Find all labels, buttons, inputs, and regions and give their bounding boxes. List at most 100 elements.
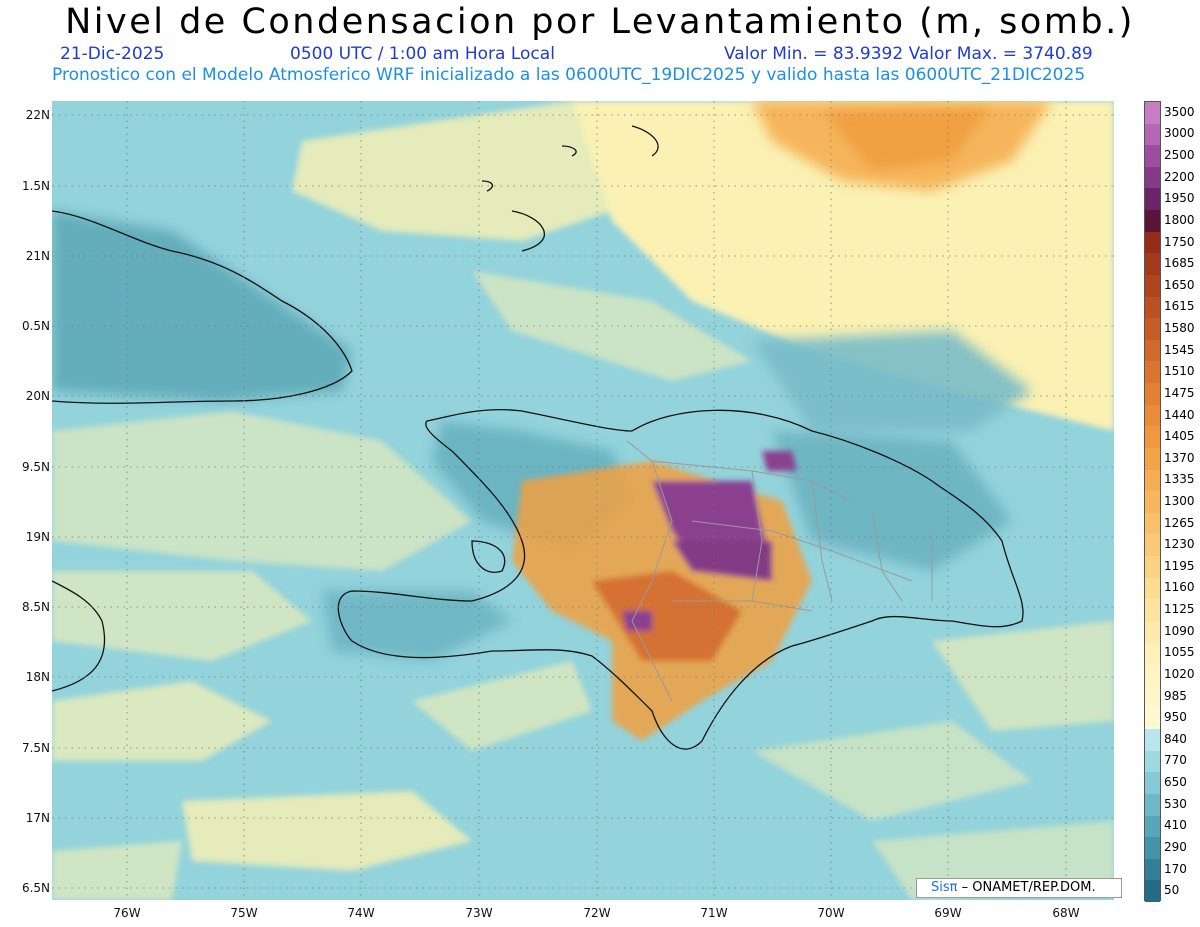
lcl-field-map: [52, 101, 1114, 900]
map-title: Nivel de Condensacion por Levantamiento …: [65, 2, 1135, 42]
lon-label: 73W: [465, 906, 493, 920]
lon-label: 68W: [1052, 906, 1080, 920]
colorbar-label: 1335: [1164, 472, 1195, 487]
lat-label: 6.5N: [21, 881, 50, 895]
province-boundaries: [626, 440, 933, 702]
time-label: 0500 UTC / 1:00 am Hora Local: [290, 44, 555, 64]
colorbar-label: 1195: [1164, 558, 1195, 573]
colorbar-label: 2200: [1164, 169, 1195, 184]
colorbar-segment: [1145, 685, 1160, 708]
colorbar-label: 3500: [1164, 104, 1195, 119]
colorbar-label: 1650: [1164, 277, 1195, 292]
colorbar-label: 410: [1164, 818, 1187, 833]
colorbar-segment: [1145, 123, 1160, 146]
colorbar-label: 1475: [1164, 385, 1195, 400]
colorbar-label: 1125: [1164, 602, 1195, 617]
date-label: 21-Dic-2025: [60, 44, 165, 64]
colorbar-segment: [1145, 166, 1160, 189]
orange-patch-northeast: [752, 101, 1052, 191]
colorbar-segment: [1145, 426, 1160, 449]
colorbar-label: 1405: [1164, 429, 1195, 444]
lat-label: 7.5N: [21, 741, 50, 755]
colorbar-segment: [1145, 556, 1160, 579]
colorbar-label: 530: [1164, 796, 1187, 811]
lat-label: 1.5N: [21, 179, 50, 193]
colorbar-label: 2500: [1164, 148, 1195, 163]
yellow-bands: [52, 101, 1114, 900]
colorbar-segment: [1145, 837, 1160, 860]
lat-label: 17N: [25, 811, 50, 825]
colorbar-segment: [1145, 274, 1160, 298]
orange-purple-interior: [512, 451, 812, 741]
colorbar-segment: [1145, 102, 1160, 125]
min-max-label: Valor Min. = 83.9392 Valor Max. = 3740.8…: [724, 44, 1093, 64]
lon-label: 71W: [700, 906, 728, 920]
lon-label: 74W: [347, 906, 375, 920]
colorbar-label: 1510: [1164, 364, 1195, 379]
colorbar: [1144, 101, 1161, 903]
lat-label: 0.5N: [21, 319, 50, 333]
colorbar-segment: [1145, 188, 1160, 211]
colorbar-segment: [1145, 447, 1160, 471]
colorbar-segment: [1145, 404, 1160, 427]
graticule: [52, 101, 1114, 900]
credit-box: Sisπ – ONAMET/REP.DOM.: [916, 878, 1122, 898]
colorbar-label: 1230: [1164, 537, 1195, 552]
colorbar-label: 985: [1164, 688, 1187, 703]
colorbar-segment: [1145, 793, 1160, 816]
colorbar-label: 1950: [1164, 191, 1195, 206]
lon-label: 76W: [113, 906, 141, 920]
colorbar-label: 1055: [1164, 645, 1195, 660]
colorbar-label: 1090: [1164, 623, 1195, 638]
colorbar-segment: [1145, 145, 1160, 168]
colorbar-label: 1160: [1164, 580, 1195, 595]
colorbar-label: 650: [1164, 775, 1187, 790]
colorbar-label: 770: [1164, 753, 1187, 768]
colorbar-segment: [1145, 512, 1160, 535]
colorbar-segment: [1145, 750, 1160, 773]
colorbar-segment: [1145, 880, 1160, 903]
colorbar-label: 1020: [1164, 666, 1195, 681]
colorbar-segment: [1145, 664, 1160, 687]
map-canvas[interactable]: [52, 101, 1114, 900]
lat-label: 8.5N: [21, 600, 50, 614]
lon-label: 69W: [934, 906, 962, 920]
lat-label: 22N: [25, 108, 50, 122]
colorbar-label: 170: [1164, 861, 1187, 876]
lat-label: 20N: [25, 389, 50, 403]
coastlines: [52, 125, 1024, 750]
lat-label: 18N: [25, 670, 50, 684]
colorbar-segment: [1145, 858, 1160, 881]
colorbar-segment: [1145, 210, 1160, 233]
colorbar-label: 950: [1164, 710, 1187, 725]
lat-label: 21N: [25, 249, 50, 263]
lat-label: 9.5N: [21, 460, 50, 474]
colorbar-segment: [1145, 469, 1160, 492]
colorbar-segment: [1145, 296, 1160, 319]
colorbar-label: 1580: [1164, 321, 1195, 336]
forecast-label: Pronostico con el Modelo Atmosferico WRF…: [52, 65, 1086, 85]
lat-label: 19N: [25, 530, 50, 544]
colorbar-segment: [1145, 231, 1160, 254]
colorbar-segment: [1145, 815, 1160, 838]
colorbar-segment: [1145, 339, 1160, 362]
colorbar-label: 1615: [1164, 299, 1195, 314]
colorbar-segment: [1145, 534, 1160, 557]
colorbar-segment: [1145, 707, 1160, 730]
colorbar-label: 1800: [1164, 212, 1195, 227]
colorbar-segment: [1145, 361, 1160, 384]
colorbar-label: 1750: [1164, 234, 1195, 249]
colorbar-segment: [1145, 642, 1160, 665]
colorbar-segment: [1145, 599, 1160, 622]
colorbar-label: 1440: [1164, 407, 1195, 422]
lon-label: 72W: [583, 906, 611, 920]
colorbar-label: 1300: [1164, 494, 1195, 508]
colorbar-segment: [1145, 577, 1160, 600]
colorbar-segment: [1145, 253, 1160, 276]
lon-label: 70W: [817, 906, 845, 920]
lon-label: 75W: [230, 906, 258, 920]
colorbar-label: 1685: [1164, 256, 1195, 271]
colorbar-segment: [1145, 318, 1160, 341]
colorbar-segment: [1145, 620, 1160, 644]
colorbar-label: 1370: [1164, 450, 1195, 465]
